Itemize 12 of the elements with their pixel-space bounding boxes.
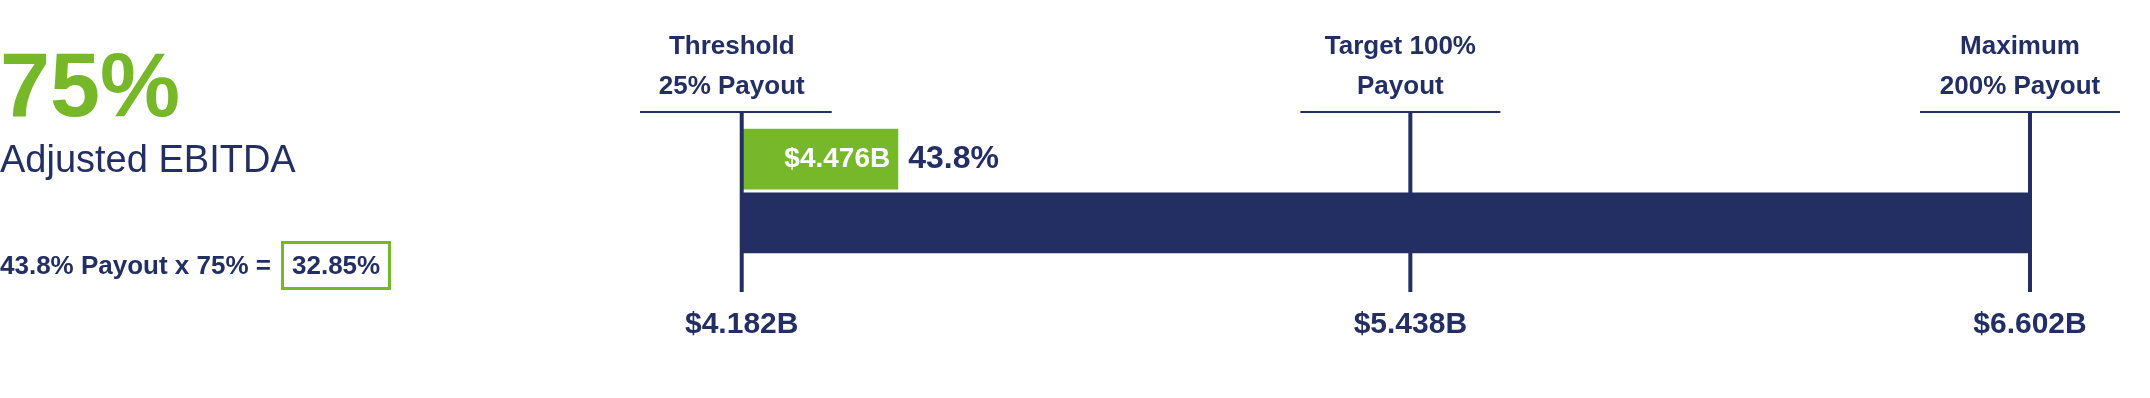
x-tick-label: $4.182B (684, 306, 799, 340)
x-tick-label: $5.438B (1353, 306, 1468, 340)
ref-line-label: Threshold 25% Payout (658, 30, 806, 101)
text: 43.8% Payout x 75% = (0, 250, 271, 281)
chart-title: 75% (0, 35, 182, 135)
x-tick-label: $6.602B (1973, 306, 2087, 340)
data-label: $4.476B (784, 141, 891, 173)
text: 32.85% (280, 241, 392, 290)
ref-line-label: Maximum 200% Payout (1939, 30, 2101, 101)
annotation: 43.8% (908, 138, 999, 175)
ref-line-label: Target 100% Payout (1324, 30, 1476, 101)
text: Adjusted EBITDA (0, 138, 297, 181)
